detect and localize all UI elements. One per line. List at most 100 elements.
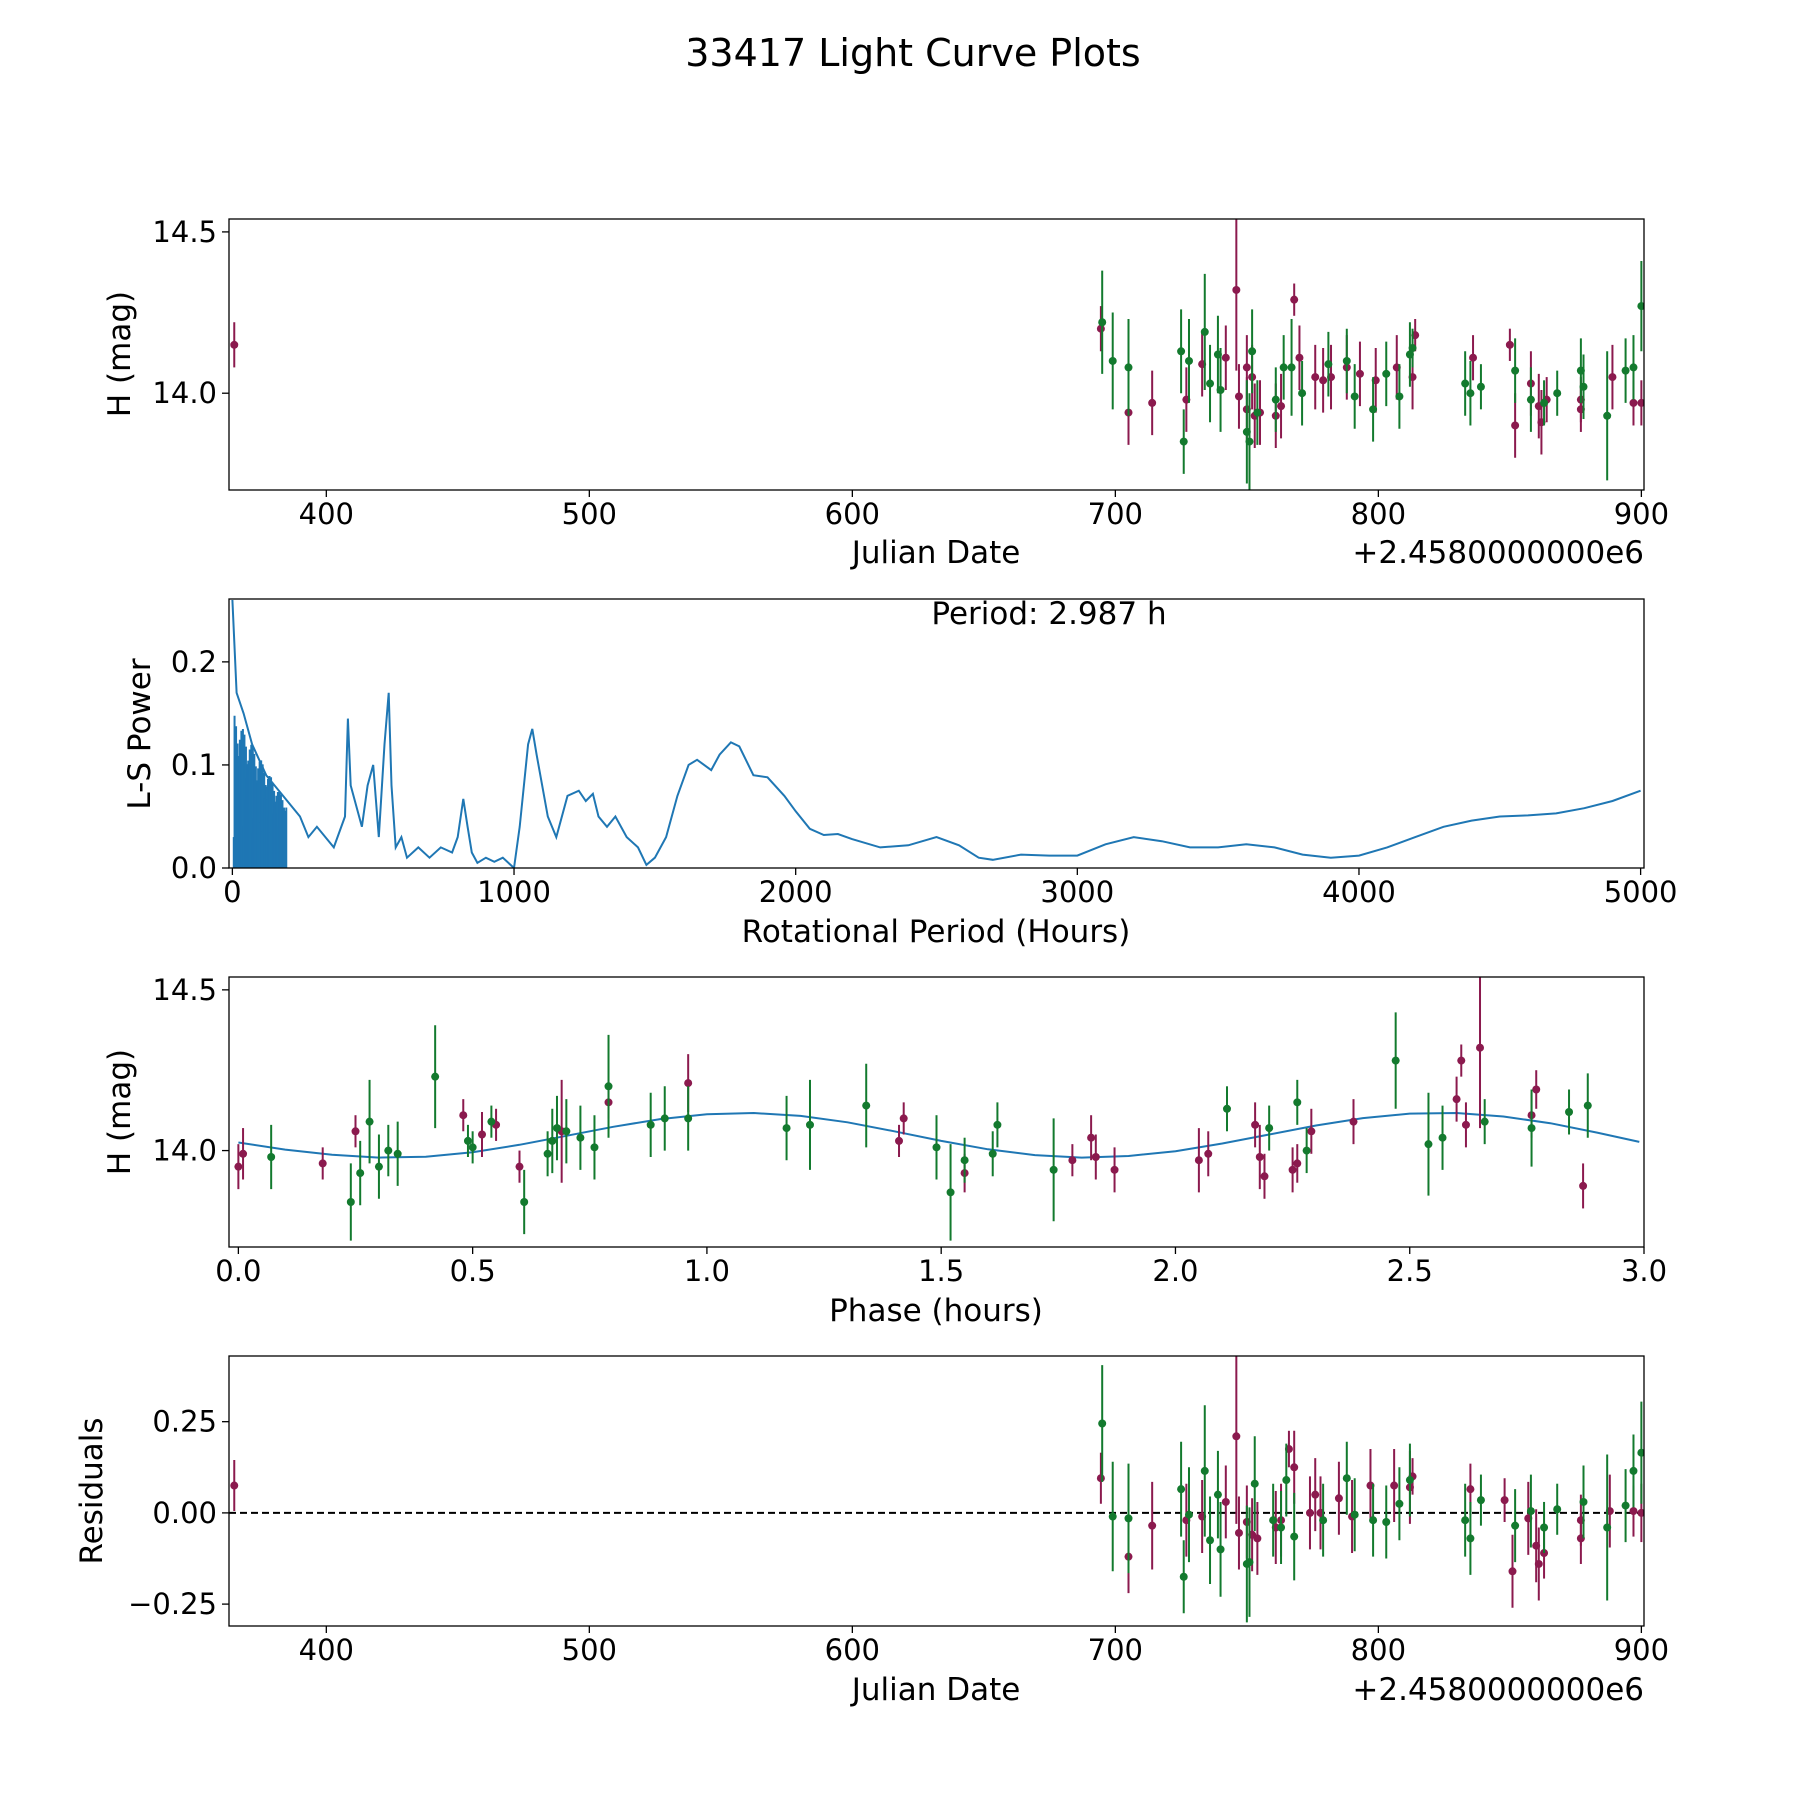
residuals-ytick-label: −0.25 — [128, 1587, 217, 1621]
phase-folded-ytick-label: 14.0 — [152, 1134, 217, 1168]
data-point — [1334, 1494, 1343, 1503]
data-point — [1255, 1153, 1264, 1161]
data-point — [1408, 344, 1417, 353]
data-point — [1349, 1117, 1358, 1126]
phase-folded-ytick-label: 14.5 — [152, 973, 217, 1007]
periodogram-xtick-label: 3000 — [1040, 875, 1114, 909]
data-point — [782, 1124, 791, 1133]
data-point — [1603, 411, 1612, 420]
data-point — [1350, 1510, 1359, 1519]
data-point — [1629, 398, 1638, 407]
data-point — [1288, 1165, 1297, 1174]
data-point — [1200, 327, 1209, 336]
data-point — [684, 1114, 693, 1123]
residuals-ytick-label: 0.25 — [152, 1405, 217, 1439]
periodogram-xtick-label: 2000 — [759, 875, 833, 909]
raw-light-curve-xtick-label: 800 — [1351, 497, 1406, 531]
phase-folded-series-filter-b — [267, 1012, 1592, 1241]
data-point — [1250, 1479, 1259, 1488]
data-point — [230, 340, 239, 349]
residuals-frame — [228, 1355, 1645, 1627]
residuals-ylabel: Residuals — [74, 1417, 110, 1564]
residuals-marks — [229, 1356, 1644, 1623]
phase-folded-xtick-label: 0.5 — [450, 1254, 496, 1288]
raw-light-curve-ylabel: H (mag) — [102, 291, 138, 417]
raw-light-curve-xticks: 400 500 600 700 800 900 — [299, 490, 1669, 531]
data-point — [1179, 1572, 1188, 1581]
data-point — [895, 1136, 904, 1145]
data-point — [1221, 1497, 1230, 1506]
data-point — [1637, 1508, 1644, 1517]
panel-phase-folded: 0.0 0.5 1.0 1.5 2.0 2.5 3.0 14.0 14.5 Phase (ho… — [102, 973, 1667, 1329]
data-point — [1629, 1466, 1638, 1475]
data-point — [1179, 437, 1188, 446]
data-point — [1148, 1521, 1157, 1530]
data-point — [1603, 1523, 1612, 1532]
data-point — [1395, 1499, 1404, 1508]
phase-folded-yticks: 14.0 14.5 — [152, 973, 229, 1168]
raw-light-curve-xtick-label: 600 — [825, 497, 880, 531]
data-point — [1350, 392, 1359, 401]
data-point — [1221, 353, 1230, 362]
data-point — [562, 1127, 571, 1136]
data-point — [1248, 347, 1257, 356]
periodogram-ytick-label: 0.0 — [171, 851, 217, 885]
data-point — [1096, 1474, 1105, 1483]
periodogram-short-period-band — [232, 715, 288, 868]
data-point — [590, 1143, 599, 1152]
residuals-xtick-label: 400 — [299, 1633, 354, 1667]
data-point — [463, 1136, 472, 1145]
residuals-yticks: −0.25 0.00 0.25 — [128, 1405, 229, 1621]
data-point — [988, 1149, 997, 1158]
phase-folded-xticks: 0.0 0.5 1.0 1.5 2.0 2.5 3.0 — [215, 1247, 1667, 1288]
data-point — [1204, 1149, 1213, 1158]
periodogram-xtick-label: 1000 — [477, 875, 551, 909]
data-point — [1476, 1043, 1485, 1052]
data-point — [1583, 1101, 1592, 1110]
data-point — [365, 1117, 374, 1126]
figure-title: 33417 Light Curve Plots — [685, 31, 1140, 75]
raw-light-curve-xtick-label: 500 — [562, 497, 617, 531]
data-point — [1253, 1534, 1262, 1543]
phase-folded-xtick-label: 1.0 — [684, 1254, 730, 1288]
data-point — [1532, 1085, 1541, 1094]
data-point — [1466, 389, 1475, 398]
data-point — [1405, 1476, 1414, 1485]
periodogram-xtick-label: 4000 — [1322, 875, 1396, 909]
data-point — [1508, 1567, 1517, 1576]
data-point — [1608, 373, 1617, 382]
panel-residuals: 400 500 600 700 800 900 −0.25 0.00 0.25 Julian … — [74, 1355, 1669, 1708]
data-point — [899, 1114, 908, 1123]
data-point — [356, 1169, 365, 1178]
data-point — [1500, 1496, 1509, 1505]
data-point — [1637, 302, 1644, 311]
data-point — [1526, 1507, 1535, 1516]
data-point — [1242, 363, 1251, 372]
periodogram-xtick-label: 0 — [223, 875, 241, 909]
data-point — [1098, 1419, 1107, 1428]
data-point — [805, 1120, 814, 1129]
data-point — [1124, 1514, 1133, 1523]
data-point — [862, 1101, 871, 1110]
residuals-xticks: 400 500 600 700 800 900 — [299, 1626, 1669, 1667]
data-point — [234, 1162, 243, 1171]
data-point — [351, 1127, 360, 1136]
phase-folded-xlabel: Phase (hours) — [829, 1293, 1043, 1329]
raw-light-curve-ytick-label: 14.0 — [152, 376, 217, 410]
data-point — [1148, 398, 1157, 407]
periodogram-yticks: 0.0 0.1 0.2 — [171, 645, 229, 885]
data-point — [1232, 1432, 1241, 1441]
data-point — [1108, 1512, 1117, 1521]
data-point — [1068, 1156, 1077, 1165]
raw-light-curve-series-filter-b — [1098, 260, 1644, 490]
phase-folded-xtick-label: 2.0 — [1152, 1254, 1198, 1288]
residuals-xtick-label: 700 — [1088, 1633, 1143, 1667]
data-point — [960, 1156, 969, 1165]
data-point — [1216, 1545, 1225, 1554]
data-point — [552, 1124, 561, 1133]
data-point — [548, 1136, 557, 1145]
data-point — [1621, 1501, 1630, 1510]
periodogram-xlabel: Rotational Period (Hours) — [742, 914, 1131, 950]
data-point — [1324, 360, 1333, 369]
data-point — [1290, 295, 1299, 304]
